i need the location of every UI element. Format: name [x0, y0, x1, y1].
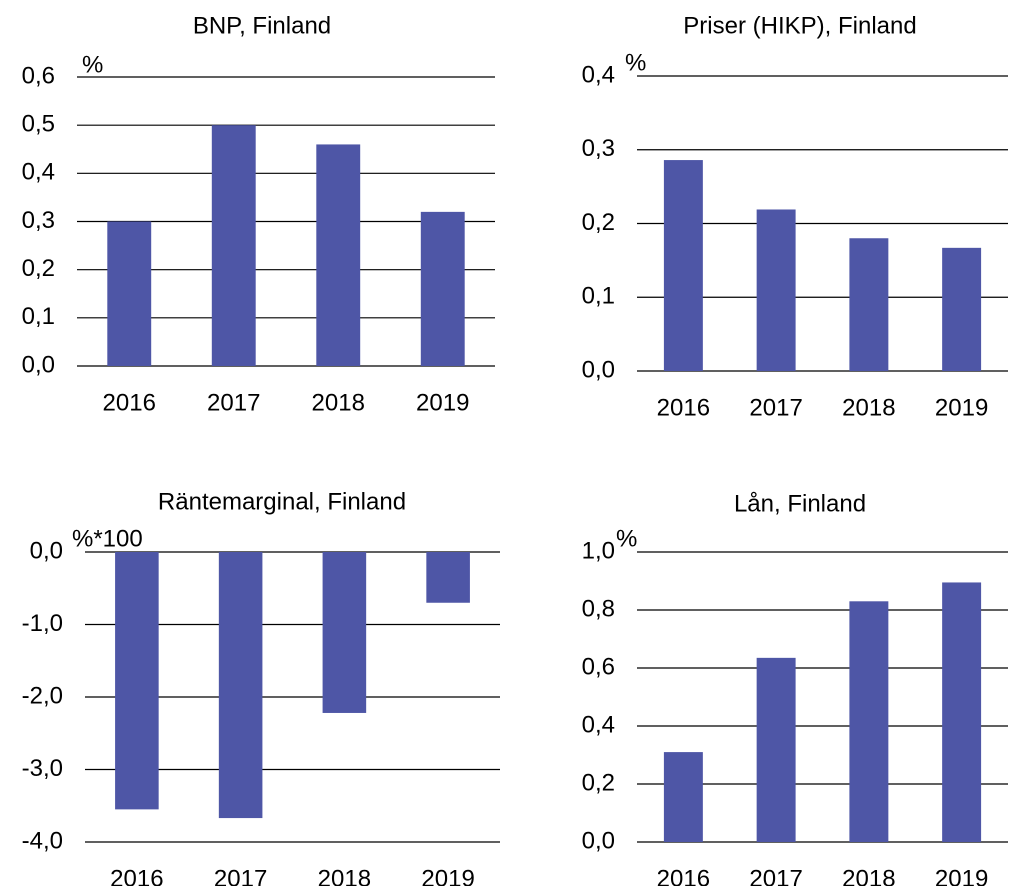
y-tick-label: 0,0 [30, 537, 63, 564]
x-tick-label: 2016 [110, 865, 163, 886]
x-tick-label: 2019 [935, 394, 988, 421]
y-tick-label: 0,2 [582, 769, 615, 796]
x-tick-label: 2016 [657, 394, 710, 421]
bar [115, 552, 159, 810]
bar [663, 160, 703, 371]
y-tick-label: 0,0 [22, 351, 55, 378]
bar [218, 552, 263, 819]
bar [420, 211, 465, 366]
y-tick-label: 0,6 [582, 653, 615, 680]
x-tick-label: 2019 [416, 389, 469, 416]
y-tick-label: 0,5 [22, 111, 55, 138]
y-tick-label: 0,3 [582, 135, 615, 162]
bar [211, 125, 256, 367]
y-tick-label: 0,2 [582, 209, 615, 236]
x-tick-label: 2018 [842, 394, 895, 421]
y-tick-label: 1,0 [582, 537, 615, 564]
unit-label: % [625, 49, 646, 76]
x-tick-label: 2017 [214, 865, 267, 886]
y-tick-label: 0,6 [22, 62, 55, 89]
bar [849, 238, 889, 371]
y-tick-label: 0,3 [22, 207, 55, 234]
chart-title: Räntemarginal, Finland [158, 488, 406, 515]
chart-title: BNP, Finland [193, 12, 331, 39]
bar [107, 221, 152, 366]
y-tick-label: 0,0 [582, 356, 615, 383]
bar [756, 209, 796, 371]
bar [942, 582, 982, 842]
y-tick-label: -3,0 [22, 755, 63, 782]
y-tick-label: 0,1 [22, 303, 55, 330]
bar [426, 552, 470, 603]
chart-title: Priser (HIKP), Finland [683, 12, 916, 39]
x-tick-label: 2018 [312, 389, 365, 416]
y-tick-label: 0,0 [582, 827, 615, 854]
bar [849, 601, 889, 842]
y-tick-label: 0,8 [582, 595, 615, 622]
y-tick-label: 0,1 [582, 283, 615, 310]
unit-label: %*100 [72, 525, 143, 552]
bar [663, 752, 703, 842]
bar [942, 247, 982, 371]
bar [322, 552, 367, 713]
x-tick-label: 2016 [103, 389, 156, 416]
bar [756, 657, 796, 842]
x-tick-label: 2017 [749, 394, 802, 421]
x-tick-label: 2018 [318, 865, 371, 886]
x-tick-label: 2017 [749, 865, 802, 886]
y-tick-label: 0,4 [582, 61, 615, 88]
y-tick-label: -1,0 [22, 610, 63, 637]
x-tick-label: 2018 [842, 865, 895, 886]
y-tick-label: 0,2 [22, 255, 55, 282]
x-tick-label: 2019 [421, 865, 474, 886]
y-tick-label: 0,4 [22, 159, 55, 186]
x-tick-label: 2017 [207, 389, 260, 416]
unit-label: % [82, 51, 103, 78]
bar [316, 144, 361, 366]
unit-label: % [616, 525, 637, 552]
x-tick-label: 2016 [657, 865, 710, 886]
x-tick-label: 2019 [935, 865, 988, 886]
y-tick-label: -2,0 [22, 682, 63, 709]
chart-title: Lån, Finland [734, 490, 866, 517]
y-tick-label: 0,4 [582, 711, 615, 738]
y-tick-label: -4,0 [22, 827, 63, 854]
